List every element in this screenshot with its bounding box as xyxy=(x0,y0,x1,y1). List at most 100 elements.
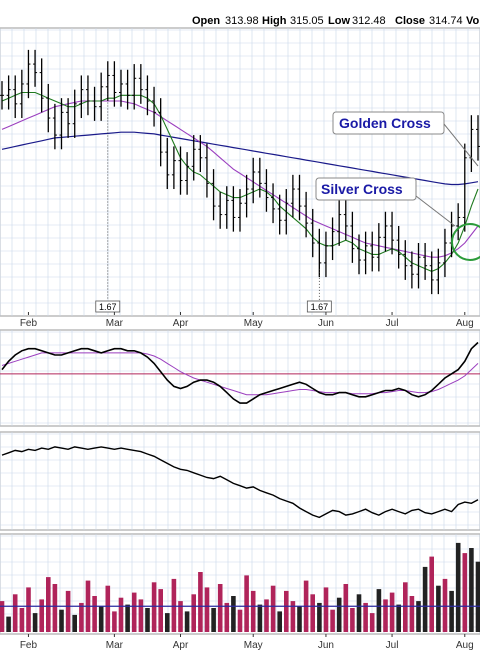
volume-bar xyxy=(323,587,329,632)
x-tick-label: May xyxy=(244,640,263,650)
x-tick-label: Mar xyxy=(106,640,124,650)
x-tick-label: Feb xyxy=(20,318,38,329)
volume-bar xyxy=(376,589,382,632)
ratio-line xyxy=(1,446,479,519)
volume-bar xyxy=(356,594,362,632)
volume-bar xyxy=(250,590,256,632)
volume-bar xyxy=(211,608,216,632)
annotations: 1.67 1.67 Golden Cross Silver Cross xyxy=(95,81,480,313)
volume-bar xyxy=(455,542,461,632)
volume-bar xyxy=(65,590,71,632)
volume-bar xyxy=(72,614,77,632)
x-tick-label: Aug xyxy=(456,318,474,329)
volume-bar xyxy=(383,599,388,632)
volume-bar xyxy=(343,584,349,632)
volume-bar xyxy=(184,611,190,632)
x-tick-label: Mar xyxy=(106,318,124,329)
silver-cross-box xyxy=(315,177,417,201)
volume-label: Vo xyxy=(466,15,480,27)
volume-bar xyxy=(409,596,415,632)
ratio-line xyxy=(1,446,479,519)
golden-cross-label: Golden Cross xyxy=(339,115,431,131)
volume-bar xyxy=(317,602,322,632)
x-tick-label: Jul xyxy=(386,640,399,650)
volume-bar xyxy=(284,590,289,632)
volume-bar xyxy=(462,553,468,632)
x-tick-label: Jun xyxy=(318,640,334,650)
volume-bar xyxy=(231,596,236,632)
volume-bar xyxy=(26,587,31,632)
golden-cross-box xyxy=(332,111,445,135)
volume-bar xyxy=(145,608,150,632)
volume-bar xyxy=(178,601,183,632)
x-tick-label: Jun xyxy=(318,318,334,329)
low-value: 312.48 xyxy=(352,15,386,27)
volume-bar xyxy=(165,613,170,632)
volume-bar xyxy=(158,589,163,632)
volume-bar xyxy=(290,601,296,632)
volume-bar xyxy=(92,596,97,632)
volume-bar xyxy=(336,597,342,632)
high-value: 315.05 xyxy=(290,15,324,27)
volume-bar xyxy=(237,609,243,632)
volume-bar xyxy=(350,608,355,632)
low-label: Low xyxy=(328,15,350,27)
volume-bar xyxy=(403,582,408,632)
x-tick-label: May xyxy=(244,318,263,329)
ohlc-header: Open 313.98 High 315.05 Low 312.48 Close… xyxy=(192,15,480,27)
volume-bar xyxy=(389,592,395,632)
open-value: 313.98 xyxy=(225,15,259,27)
x-tick-label: Feb xyxy=(20,640,38,650)
ma-long-line xyxy=(1,131,479,186)
volume-bar xyxy=(429,556,434,632)
volume-bar xyxy=(171,578,177,632)
volume-bar xyxy=(436,585,441,632)
volume-bar xyxy=(369,613,375,632)
volume-bar xyxy=(12,594,18,632)
volume-bar xyxy=(244,575,249,632)
x-axis: Feb Mar Apr May Jun Jul Aug Feb Mar Apr May Jun Jul A… xyxy=(20,312,474,650)
volume-bar xyxy=(277,611,282,632)
silver-cross-pointer xyxy=(415,195,456,227)
volume-bar xyxy=(19,608,25,632)
golden-cross-pointer xyxy=(443,123,479,167)
indicator-signal-line xyxy=(1,352,479,396)
volume-bar xyxy=(198,572,203,632)
volume-bar xyxy=(98,606,104,632)
volume-bar xyxy=(52,584,58,632)
price-tag-label: 1.67 xyxy=(311,302,329,312)
volume-bar xyxy=(330,609,335,632)
x-tick-label: Aug xyxy=(456,640,474,650)
volume-bar xyxy=(422,566,428,632)
volume-bar xyxy=(112,611,117,632)
volume-bar xyxy=(257,604,263,632)
volume-bar xyxy=(32,613,38,632)
volume-bars xyxy=(0,542,480,632)
volume-bar xyxy=(125,604,130,632)
volume-bar xyxy=(191,594,196,632)
volume-bar xyxy=(39,599,44,632)
volume-bar xyxy=(264,599,269,632)
volume-bar xyxy=(204,587,210,632)
volume-bar xyxy=(6,616,11,632)
open-label: Open xyxy=(192,15,220,27)
x-tick-label: Jul xyxy=(386,318,399,329)
volume-bar xyxy=(469,548,474,632)
price-tag-box xyxy=(95,300,121,313)
volume-bar xyxy=(59,609,64,632)
volume-bar xyxy=(118,597,124,632)
price-bars xyxy=(0,49,480,295)
cross-highlight-circle xyxy=(451,223,480,261)
indicator-main-line xyxy=(1,341,479,404)
high-label: High xyxy=(262,15,287,27)
volume-bar xyxy=(46,577,51,632)
volume-bar xyxy=(217,584,223,632)
volume-bar xyxy=(0,601,5,632)
volume-bar xyxy=(416,601,421,632)
volume-bar xyxy=(449,590,454,632)
volume-bar xyxy=(363,602,368,632)
volume-bar xyxy=(297,606,302,632)
volume-bar xyxy=(151,582,157,632)
x-tick-label: Apr xyxy=(173,318,189,329)
